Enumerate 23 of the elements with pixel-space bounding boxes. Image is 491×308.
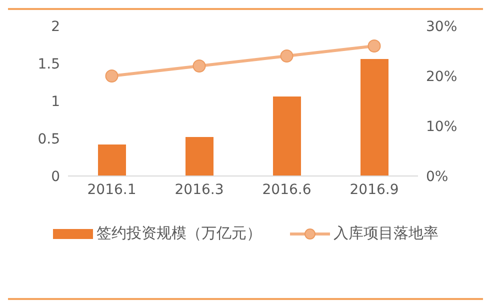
bar (273, 96, 301, 176)
legend-label: 入库项目落地率 (334, 224, 438, 243)
y-tick-label: 2 (51, 18, 60, 35)
y-tick-label: 1.5 (38, 56, 60, 72)
point (368, 40, 381, 52)
y-tick-label: 0 (51, 168, 60, 185)
point (105, 70, 118, 82)
x-tick-label: 2016.3 (174, 182, 224, 198)
bar (360, 59, 388, 176)
legend-label: 签约投资规模（万亿元） (96, 224, 262, 243)
x-tick-label: 2016.9 (350, 182, 399, 198)
y2-tick-label: 30% (426, 18, 458, 35)
y2-tick-label: 10% (426, 118, 458, 135)
point (280, 50, 294, 62)
x-tick-label: 2016.6 (262, 182, 312, 198)
y-tick-label: 0.5 (38, 131, 60, 148)
bar (98, 144, 126, 176)
bar (186, 137, 214, 176)
y-tick-label: 1 (51, 94, 60, 110)
point (192, 60, 206, 72)
y2-tick-label: 20% (426, 68, 458, 85)
y2-tick-label: 0% (426, 168, 448, 185)
x-tick-label: 2016.1 (87, 182, 136, 198)
